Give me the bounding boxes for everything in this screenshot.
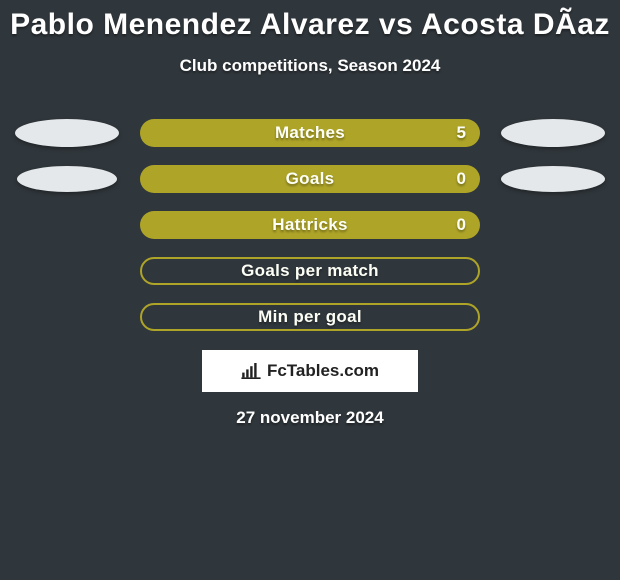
- avatar-slot-left: [12, 166, 122, 192]
- stat-row-goals: Goals 0: [0, 156, 620, 202]
- page-title: Pablo Menendez Alvarez vs Acosta DÃ­az: [0, 0, 620, 42]
- stat-row-hattricks: Hattricks 0: [0, 202, 620, 248]
- stat-row-matches: Matches 5: [0, 110, 620, 156]
- comparison-card: Pablo Menendez Alvarez vs Acosta DÃ­az C…: [0, 0, 620, 580]
- stat-rows: Matches 5 Goals 0 Hattricks 0: [0, 110, 620, 340]
- stat-row-goals-per-match: Goals per match: [0, 248, 620, 294]
- stat-label: Goals: [286, 169, 335, 189]
- stat-bar-goals: Goals 0: [140, 165, 480, 193]
- avatar-slot-right: [498, 119, 608, 147]
- stat-row-min-per-goal: Min per goal: [0, 294, 620, 340]
- stat-value-right: 5: [457, 123, 466, 143]
- avatar-slot-left: [12, 119, 122, 147]
- stat-bar-hattricks: Hattricks 0: [140, 211, 480, 239]
- bar-chart-icon: [241, 363, 261, 379]
- stat-bar-goals-per-match: Goals per match: [140, 257, 480, 285]
- stat-label: Min per goal: [258, 307, 362, 327]
- stat-value-right: 0: [457, 169, 466, 189]
- brand-box: FcTables.com: [202, 350, 418, 392]
- stat-label: Matches: [275, 123, 345, 143]
- stat-bar-matches: Matches 5: [140, 119, 480, 147]
- avatar-slot-right: [498, 166, 608, 192]
- stat-label: Hattricks: [272, 215, 347, 235]
- player-avatar-right: [501, 166, 605, 192]
- date-text: 27 november 2024: [0, 408, 620, 428]
- stat-bar-min-per-goal: Min per goal: [140, 303, 480, 331]
- subtitle: Club competitions, Season 2024: [0, 56, 620, 76]
- brand-text: FcTables.com: [267, 361, 379, 381]
- player-avatar-left: [15, 119, 119, 147]
- player-avatar-left: [17, 166, 117, 192]
- stat-label: Goals per match: [241, 261, 379, 281]
- stat-value-right: 0: [457, 215, 466, 235]
- player-avatar-right: [501, 119, 605, 147]
